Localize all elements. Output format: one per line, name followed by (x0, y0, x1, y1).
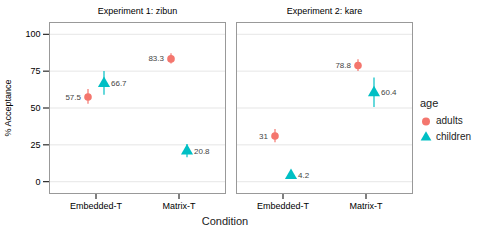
svg-text:60.4: 60.4 (381, 88, 397, 97)
svg-text:Matrix-T: Matrix-T (350, 201, 383, 211)
svg-text:100: 100 (25, 29, 40, 39)
svg-text:20.8: 20.8 (194, 147, 210, 156)
svg-text:78.8: 78.8 (335, 61, 351, 70)
svg-text:57.5: 57.5 (65, 93, 81, 102)
svg-text:Matrix-T: Matrix-T (163, 201, 196, 211)
svg-text:75: 75 (30, 66, 40, 76)
html-text:adults: adults (436, 115, 463, 126)
svg-text:4.2: 4.2 (298, 171, 310, 180)
svg-text:Experiment 1: zibun: Experiment 1: zibun (98, 6, 178, 16)
svg-text:Experiment 2: kare: Experiment 2: kare (287, 6, 363, 16)
svg-text:0: 0 (35, 177, 40, 187)
html-text:children: children (436, 131, 471, 142)
svg-text:Embedded-T: Embedded-T (257, 201, 310, 211)
svg-text:50: 50 (30, 103, 40, 113)
svg-text:83.3: 83.3 (148, 54, 164, 63)
svg-text:25: 25 (30, 140, 40, 150)
svg-text:% Acceptance: % Acceptance (3, 79, 13, 136)
html-text:age: age (420, 96, 439, 109)
svg-text:31: 31 (259, 132, 268, 141)
svg-text:66.7: 66.7 (111, 79, 127, 88)
html-text:Condition: Condition (201, 215, 249, 227)
svg-text:Embedded-T: Embedded-T (70, 201, 123, 211)
